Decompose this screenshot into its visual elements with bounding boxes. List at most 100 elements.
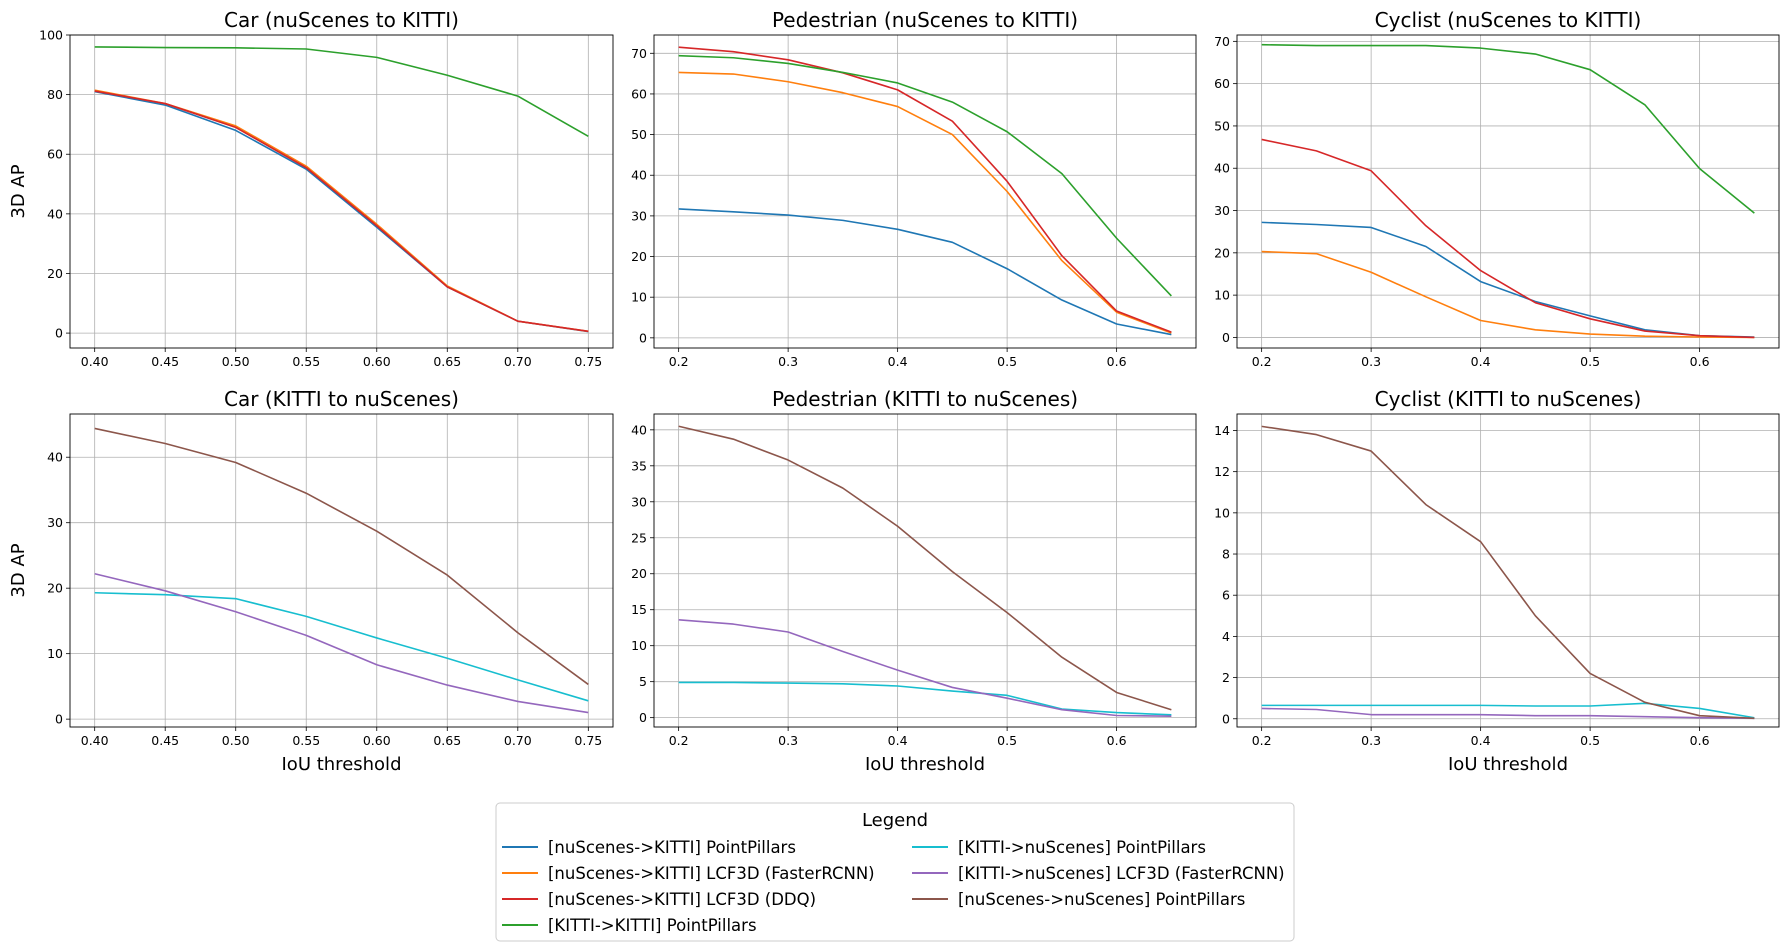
y-tick-label: 10 <box>631 290 647 305</box>
y-tick-label: 8 <box>1222 547 1230 562</box>
y-tick-label: 15 <box>631 602 647 617</box>
series-line-kk_pp <box>1261 43 1755 214</box>
y-tick-label: 35 <box>631 458 647 473</box>
y-tick-label: 4 <box>1222 629 1230 644</box>
y-tick-label: 40 <box>47 206 63 221</box>
series-line-nk_lcf_ddq <box>94 90 589 333</box>
series-group <box>1261 43 1755 339</box>
x-axis-label: IoU threshold <box>1448 754 1568 775</box>
series-group <box>94 46 589 333</box>
series-line-kn_lcf_frcnn <box>94 572 589 714</box>
y-tick-label: 12 <box>1214 464 1230 479</box>
subplot-title: Pedestrian (KITTI to nuScenes) <box>772 387 1078 411</box>
subplot-title: Pedestrian (nuScenes to KITTI) <box>772 8 1078 32</box>
series-group <box>678 46 1172 336</box>
legend-entry-nk_lcf_ddq: [nuScenes->KITTI] LCF3D (DDQ) <box>502 890 816 909</box>
y-tick-label: 10 <box>631 638 647 653</box>
x-tick-label: 0.6 <box>1690 354 1710 369</box>
x-tick-label: 0.6 <box>1107 354 1127 369</box>
x-tick-label: 0.3 <box>1361 733 1381 748</box>
legend-title: Legend <box>862 810 928 831</box>
x-tick-label: 0.4 <box>1471 733 1491 748</box>
x-tick-label: 0.65 <box>433 354 461 369</box>
x-tick-label: 0.6 <box>1107 733 1127 748</box>
series-line-kn_lcf_frcnn <box>1261 707 1755 720</box>
y-tick-label: 0 <box>639 330 647 345</box>
y-tick-label: 5 <box>639 674 647 689</box>
legend-entry-kk_pp: [KITTI->KITTI] PointPillars <box>502 916 757 935</box>
y-tick-label: 30 <box>47 515 63 530</box>
legend-entry-kn_pp: [KITTI->nuScenes] PointPillars <box>912 838 1206 857</box>
x-tick-label: 0.4 <box>1471 354 1491 369</box>
series-line-nk_lcf_frcnn <box>94 89 589 333</box>
series-line-nk_pp <box>94 90 589 333</box>
y-tick-label: 40 <box>631 168 647 183</box>
x-tick-label: 0.40 <box>81 354 109 369</box>
x-tick-label: 0.2 <box>1252 733 1272 748</box>
subplot-1: 0.40 0.45 0.50 0.55 0.60 0.65 0.70 0.75 0 20 40 60 8… <box>8 8 614 369</box>
y-tick-label: 20 <box>631 249 647 264</box>
y-axis-label: 3D AP <box>8 164 29 218</box>
series-line-kn_pp <box>94 591 589 702</box>
x-tick-label: 0.50 <box>222 354 250 369</box>
subplot-3: 0.2 0.3 0.4 0.5 0.6 0 10 20 30 40 50 60 70 Cyclist (n… <box>1214 8 1780 369</box>
y-tick-label: 50 <box>631 127 647 142</box>
series-line-kn_lcf_frcnn <box>678 618 1172 718</box>
y-tick-label: 0 <box>1222 330 1230 345</box>
x-tick-label: 0.75 <box>574 733 602 748</box>
x-tick-label: 0.45 <box>151 733 179 748</box>
x-axis-label: IoU threshold <box>282 754 402 775</box>
y-tick-label: 0 <box>55 326 63 341</box>
subplot-2: 0.2 0.3 0.4 0.5 0.6 0 10 20 30 40 50 60 70 Pedestrian… <box>631 8 1197 369</box>
x-tick-label: 0.55 <box>292 354 320 369</box>
subplot-5: 0.2 0.3 0.4 0.5 0.6 0 5 10 15 20 25 30 35 40 Pedestria… <box>631 387 1197 775</box>
subplot-title: Car (KITTI to nuScenes) <box>224 387 459 411</box>
y-tick-label: 60 <box>1214 76 1230 91</box>
x-tick-label: 0.4 <box>888 354 908 369</box>
x-tick-label: 0.3 <box>1361 354 1381 369</box>
legend-entry-nk_lcf_frcnn: [nuScenes->KITTI] LCF3D (FasterRCNN) <box>502 864 875 883</box>
x-tick-label: 0.70 <box>504 354 532 369</box>
x-tick-label: 0.5 <box>1580 354 1600 369</box>
y-tick-label: 70 <box>1214 34 1230 49</box>
series-line-nn_pp <box>678 425 1172 711</box>
series-line-kk_pp <box>678 54 1172 297</box>
y-tick-label: 0 <box>1222 711 1230 726</box>
y-tick-label: 100 <box>39 28 63 43</box>
axes-frame <box>69 413 614 728</box>
axes-frame <box>69 34 614 349</box>
y-tick-label: 14 <box>1214 423 1230 438</box>
x-tick-label: 0.60 <box>363 354 391 369</box>
y-tick-label: 20 <box>1214 245 1230 260</box>
x-tick-label: 0.6 <box>1690 733 1710 748</box>
x-tick-label: 0.2 <box>1252 354 1272 369</box>
subplot-4: 0.40 0.45 0.50 0.55 0.60 0.65 0.70 0.75 0 10 20 30 4… <box>8 387 614 775</box>
x-tick-label: 0.5 <box>1580 733 1600 748</box>
y-tick-label: 60 <box>631 86 647 101</box>
x-tick-label: 0.3 <box>778 354 798 369</box>
series-line-kn_pp <box>1261 702 1755 719</box>
y-tick-label: 40 <box>1214 161 1230 176</box>
y-tick-label: 50 <box>1214 118 1230 133</box>
series-line-nk_pp <box>1261 221 1755 338</box>
legend-label: [KITTI->KITTI] PointPillars <box>548 916 757 935</box>
x-tick-label: 0.2 <box>669 733 689 748</box>
y-tick-label: 10 <box>1214 505 1230 520</box>
legend-entry-nn_pp: [nuScenes->nuScenes] PointPillars <box>912 890 1245 909</box>
y-tick-label: 20 <box>47 266 63 281</box>
x-tick-label: 0.75 <box>574 354 602 369</box>
series-line-nk_lcf_frcnn <box>678 71 1172 334</box>
legend-entry-kn_lcf_frcnn: [KITTI->nuScenes] LCF3D (FasterRCNN) <box>912 864 1285 883</box>
x-tick-label: 0.60 <box>363 733 391 748</box>
legend-label: [nuScenes->KITTI] LCF3D (DDQ) <box>548 890 816 909</box>
axes-frame <box>653 413 1197 728</box>
y-tick-label: 40 <box>631 422 647 437</box>
x-tick-label: 0.3 <box>778 733 798 748</box>
series-line-nn_pp <box>94 427 589 686</box>
series-line-kn_pp <box>678 681 1172 716</box>
y-tick-label: 25 <box>631 530 647 545</box>
x-tick-label: 0.70 <box>504 733 532 748</box>
x-tick-label: 0.65 <box>433 733 461 748</box>
legend-label: [nuScenes->nuScenes] PointPillars <box>958 890 1245 909</box>
